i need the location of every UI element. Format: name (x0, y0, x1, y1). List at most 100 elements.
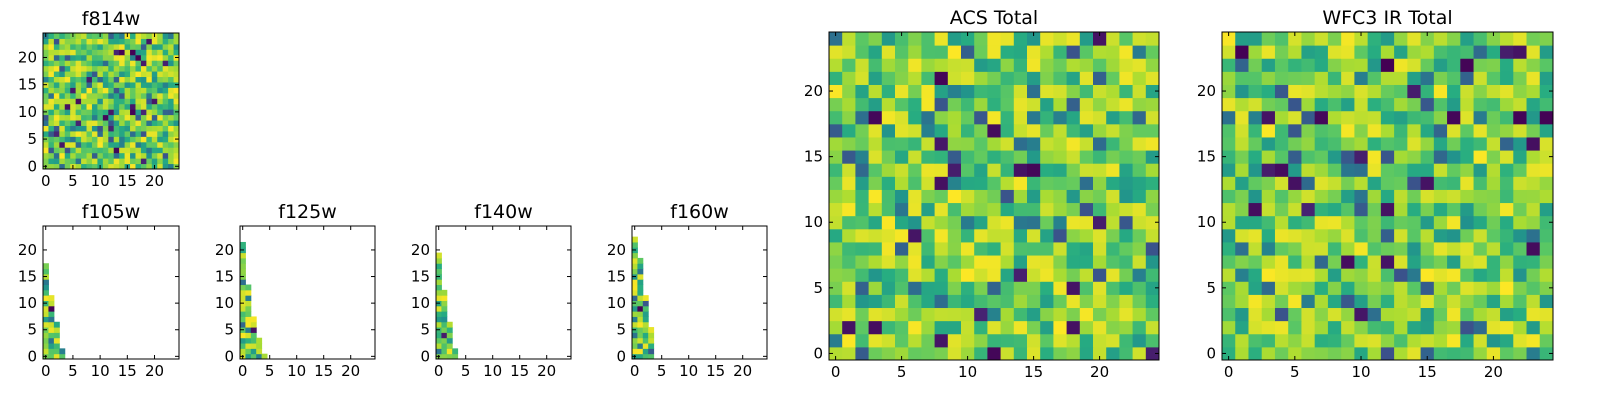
heatmap-cell (974, 136, 988, 151)
heatmap-cell (75, 141, 82, 148)
heatmap-cell (70, 109, 77, 116)
heatmap-cell (1106, 176, 1120, 190)
heatmap-cell (1013, 281, 1028, 295)
heatmap-cell (1053, 228, 1068, 243)
heatmap-cell (245, 295, 252, 301)
heatmap-cell (868, 241, 883, 256)
heatmap-cell (881, 255, 896, 269)
heatmap-cell (1407, 294, 1422, 309)
heatmap-cell (1407, 32, 1422, 46)
heatmap-cell (168, 147, 175, 154)
heatmap-cell (1027, 215, 1041, 230)
heatmap-cell (1354, 110, 1369, 125)
heatmap-cell (1145, 202, 1160, 217)
heatmap-cell (1460, 45, 1475, 59)
heatmap-cell (151, 114, 158, 121)
heatmap-cell (1513, 268, 1528, 282)
heatmap-cell (1235, 189, 1249, 204)
heatmap-cell (1539, 84, 1554, 99)
heatmap-cell (1235, 333, 1249, 348)
heatmap-cell (1261, 32, 1276, 46)
heatmap-cell (1486, 123, 1501, 138)
heatmap-cell (146, 60, 153, 67)
heatmap-cell (102, 130, 109, 137)
heatmap-cell (1513, 45, 1528, 59)
heatmap-cell (70, 81, 77, 88)
heatmap-cell (91, 120, 98, 126)
heatmap-cell (1066, 307, 1081, 322)
heatmap-cell (1327, 307, 1342, 322)
heatmap-cell (436, 348, 442, 355)
heatmap-cell (173, 76, 180, 83)
heatmap-cell (1539, 268, 1554, 282)
heatmap-cell (974, 320, 988, 335)
heatmap-cell (102, 136, 109, 143)
heatmap-cell (1460, 189, 1475, 204)
heatmap-cell (1248, 150, 1263, 164)
heatmap-cell (1526, 32, 1541, 46)
heatmap-cell (113, 65, 120, 72)
heatmap-cell (921, 268, 936, 282)
heatmap-cell (1235, 294, 1249, 309)
heatmap-cell (632, 289, 638, 296)
heatmap-cell (842, 110, 856, 125)
heatmap-cell (934, 123, 949, 138)
heatmap-cell (70, 158, 77, 165)
heatmap-cell (157, 158, 164, 165)
heatmap-cell (1301, 202, 1316, 217)
heatmap-cell (987, 333, 1002, 348)
heatmap-cell (436, 268, 442, 275)
heatmap-cell (1380, 97, 1395, 112)
heatmap-cell (162, 120, 169, 126)
heatmap-cell (102, 60, 109, 67)
heatmap-cell (250, 343, 257, 349)
heatmap-cell (1341, 84, 1355, 99)
heatmap-cell (119, 163, 126, 170)
heatmap-cell (1420, 268, 1435, 282)
heatmap-cell (135, 60, 142, 67)
heatmap-cell (1314, 58, 1329, 72)
heatmap-cell (855, 163, 870, 177)
heatmap-cell (1314, 307, 1329, 322)
heatmap-cell (1093, 346, 1107, 361)
heatmap-cell (1145, 320, 1160, 335)
heatmap-cell (1274, 346, 1289, 361)
heatmap-cell (130, 87, 136, 94)
heatmap-cell (1261, 268, 1276, 282)
heatmap-cell (173, 152, 180, 159)
heatmap-cell (895, 110, 909, 125)
heatmap-cell (1027, 268, 1041, 282)
heatmap-cell (1513, 176, 1528, 190)
heatmap-cell (43, 263, 49, 270)
heatmap-cell (1420, 110, 1435, 125)
heatmap-cell (961, 307, 975, 322)
y-tick-label: 0 (1206, 344, 1216, 362)
heatmap-cell (113, 152, 120, 159)
heatmap-cell (1274, 241, 1289, 256)
heatmap-cell (124, 158, 131, 165)
y-tick-label: 10 (1197, 213, 1216, 231)
heatmap-cell (64, 60, 71, 67)
heatmap-cell (1000, 320, 1015, 335)
heatmap-cell (130, 54, 136, 61)
heatmap-cell (64, 130, 71, 137)
heatmap-cell (1486, 97, 1501, 112)
heatmap-cell (637, 337, 644, 344)
heatmap-cell (1079, 97, 1094, 112)
heatmap-cell (151, 54, 158, 61)
heatmap-cell (1367, 320, 1382, 335)
heatmap-cell (1132, 32, 1147, 46)
heatmap-cell (151, 152, 158, 159)
heatmap-cell (1145, 346, 1160, 361)
heatmap-cell (632, 321, 638, 328)
heatmap-cell (91, 147, 98, 154)
heatmap-cell (1040, 71, 1054, 85)
heatmap-cell (842, 71, 856, 85)
heatmap-cell (162, 43, 169, 50)
heatmap-cell (1433, 202, 1448, 217)
heatmap-cell (168, 114, 175, 121)
heatmap-cell (974, 58, 988, 72)
heatmap-cell (124, 43, 131, 50)
heatmap-cell (140, 92, 147, 99)
heatmap-cell (1132, 281, 1147, 295)
